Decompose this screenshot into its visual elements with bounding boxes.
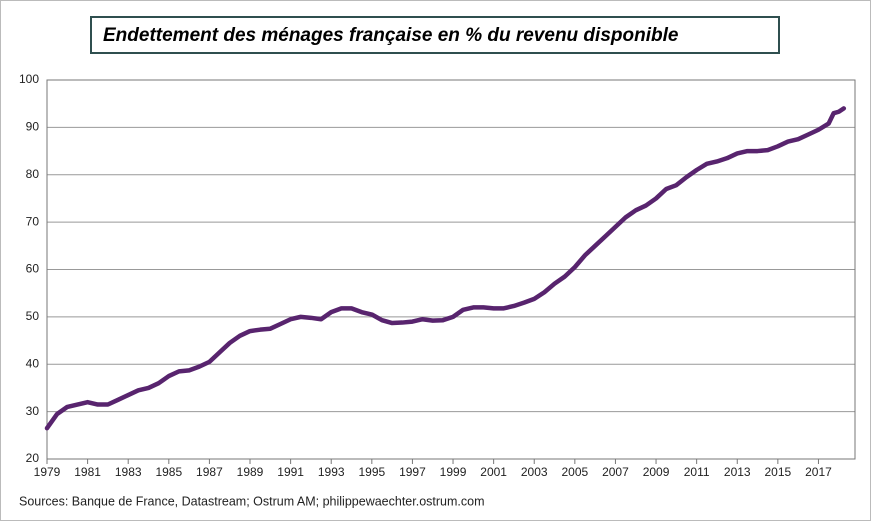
chart-title: Endettement des ménages française en % d… bbox=[103, 25, 679, 46]
y-tick-label: 80 bbox=[26, 167, 40, 181]
x-tick-label: 2011 bbox=[684, 465, 710, 479]
x-tick-label: 2007 bbox=[602, 465, 629, 479]
x-tick-label: 1999 bbox=[440, 465, 467, 479]
plot-border bbox=[46, 79, 856, 460]
x-tick-label: 2009 bbox=[643, 465, 670, 479]
x-tick-label: 1987 bbox=[196, 465, 223, 479]
data-line bbox=[44, 106, 847, 431]
x-tick-label: 1991 bbox=[277, 465, 304, 479]
x-tick-label: 1997 bbox=[399, 465, 426, 479]
x-tick-label: 1983 bbox=[115, 465, 142, 479]
source-note: Sources: Banque de France, Datastream; O… bbox=[19, 494, 485, 508]
y-tick-label: 90 bbox=[26, 120, 40, 134]
x-tick-label: 1989 bbox=[237, 465, 264, 479]
x-tick-label: 2013 bbox=[724, 465, 751, 479]
x-tick-label: 2015 bbox=[765, 465, 792, 479]
x-tick-label: 2003 bbox=[521, 465, 548, 479]
y-tick-label: 70 bbox=[26, 214, 40, 228]
x-tick-label: 1981 bbox=[74, 465, 101, 479]
title-box bbox=[90, 16, 780, 54]
y-tick-label: 30 bbox=[26, 404, 40, 418]
y-tick-label: 40 bbox=[26, 356, 40, 370]
y-tick-label: 60 bbox=[26, 262, 40, 276]
x-tick-label: 1979 bbox=[34, 465, 61, 479]
x-tick-label: 1993 bbox=[318, 465, 345, 479]
y-tick-label: 50 bbox=[26, 309, 40, 323]
x-tick-label: 1995 bbox=[358, 465, 385, 479]
x-tick-label: 1985 bbox=[155, 465, 182, 479]
y-tick-label: 20 bbox=[26, 451, 40, 465]
x-tick-label: 2017 bbox=[805, 465, 832, 479]
x-tick-label: 2005 bbox=[561, 465, 588, 479]
y-tick-label: 100 bbox=[19, 72, 39, 86]
x-tick-label: 2001 bbox=[480, 465, 507, 479]
